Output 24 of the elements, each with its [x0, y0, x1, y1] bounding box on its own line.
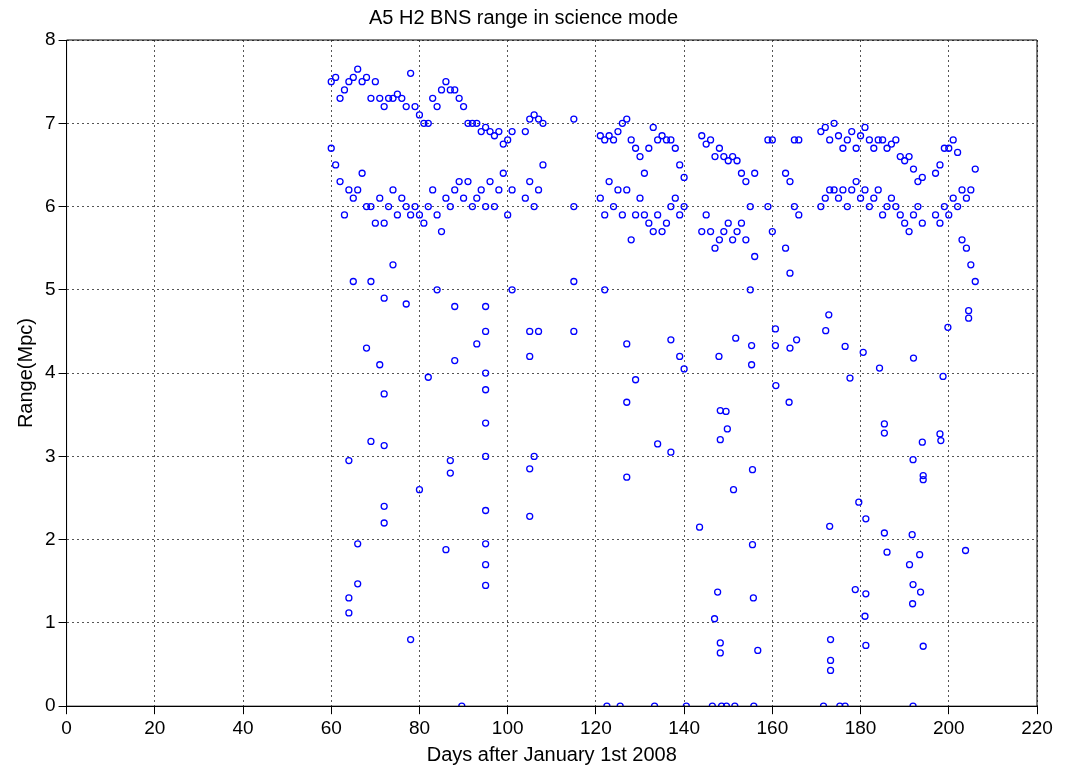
y-tick-label: 2: [44, 527, 56, 549]
y-tick-label: 8: [44, 28, 56, 50]
y-tick-label: 4: [44, 361, 56, 383]
y-tick-label: 0: [44, 694, 56, 716]
x-tick-label: 180: [844, 716, 877, 738]
x-tick-label: 40: [232, 716, 254, 738]
x-tick-label: 200: [932, 716, 965, 738]
x-tick-label: 100: [491, 716, 524, 738]
x-tick-label: 140: [668, 716, 700, 738]
x-tick-label: 120: [580, 716, 612, 738]
x-tick-label: 220: [1021, 716, 1053, 738]
y-tick-label: 5: [44, 278, 56, 300]
y-tick-label: 1: [44, 611, 56, 633]
x-tick-label: 80: [408, 716, 431, 738]
y-tick-label: 6: [44, 194, 56, 216]
x-tick-label: 0: [61, 716, 72, 738]
x-tick-label: 60: [320, 716, 342, 738]
x-axis-title: Days after January 1st 2008: [426, 742, 677, 765]
y-axis-title: Range(Mpc): [13, 318, 36, 429]
x-tick-label: 20: [144, 716, 166, 738]
x-tick-label: 160: [756, 716, 789, 738]
y-tick-label: 7: [44, 111, 56, 133]
y-tick-label: 3: [44, 444, 56, 466]
chart-title: A5 H2 BNS range in science mode: [368, 5, 679, 28]
